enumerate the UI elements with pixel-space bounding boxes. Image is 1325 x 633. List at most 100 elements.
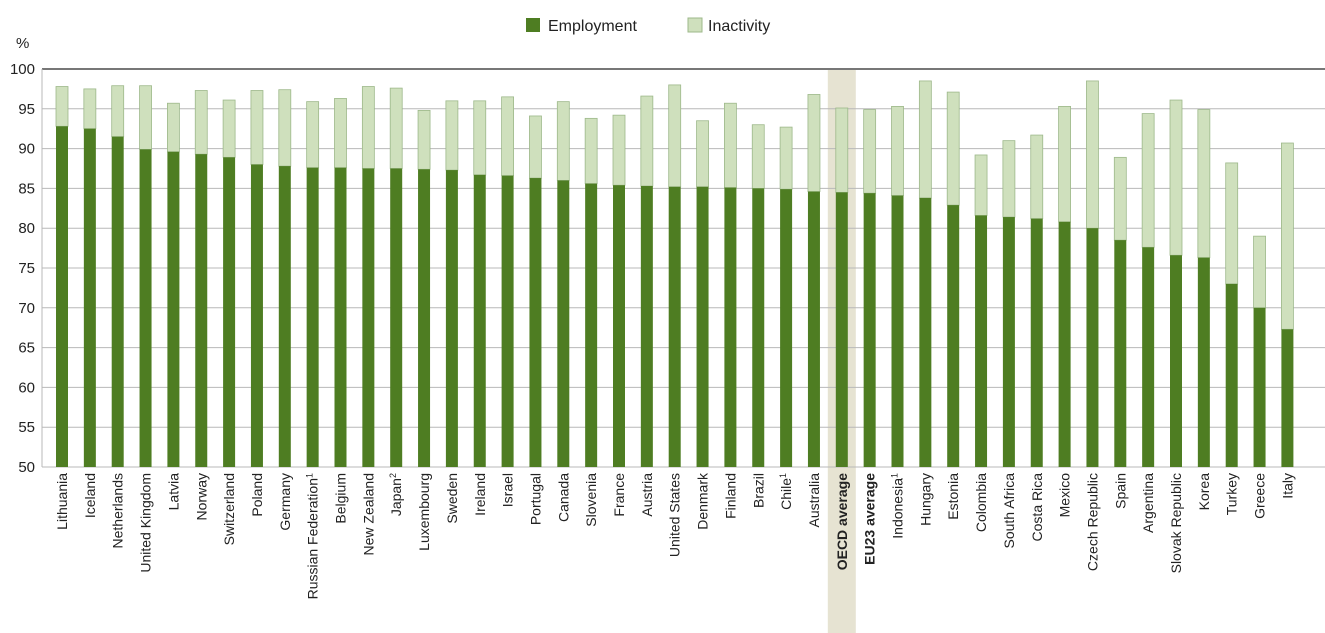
bar-inactivity-new-zealand xyxy=(361,86,375,169)
x-category-label-germany: Germany xyxy=(277,473,293,531)
bar-inactivity-greece xyxy=(1253,235,1266,309)
bar-employment-slovenia xyxy=(585,183,598,467)
bar-inactivity-lithuania xyxy=(55,86,69,127)
x-category-label-portugal: Portugal xyxy=(527,473,543,525)
x-category-label-turkey: Turkey xyxy=(1224,473,1240,515)
bar-inactivity-netherlands xyxy=(111,85,125,138)
x-category-label-chile: Chile1 xyxy=(778,473,794,510)
x-category-label-netherlands: Netherlands xyxy=(110,473,126,549)
bar-inactivity-belgium xyxy=(334,98,347,169)
bar-employment-latvia xyxy=(167,151,180,467)
x-category-label-estonia: Estonia xyxy=(945,473,961,520)
y-tick-label: 90 xyxy=(18,141,35,158)
bar-employment-poland xyxy=(250,164,263,467)
bar-employment-lithuania xyxy=(56,126,68,467)
x-category-label-denmark: Denmark xyxy=(695,472,711,530)
bar-employment-turkey xyxy=(1225,283,1238,467)
y-tick-label: 55 xyxy=(18,419,35,436)
bar-inactivity-italy xyxy=(1281,142,1294,330)
bar-employment-austria xyxy=(640,186,653,467)
x-category-label-eu23-average: EU23 average xyxy=(862,473,878,565)
x-category-label-russian-federation: Russian Federation1 xyxy=(305,473,321,599)
bar-employment-germany xyxy=(278,166,291,467)
bar-inactivity-colombia xyxy=(974,154,988,216)
x-category-label-slovak-republic: Slovak Republic xyxy=(1168,473,1184,573)
bar-employment-slovak-republic xyxy=(1170,255,1182,467)
bar-inactivity-ireland xyxy=(473,100,487,176)
bar-inactivity-australia xyxy=(807,94,821,192)
y-tick-label: 85 xyxy=(18,180,35,197)
x-category-label-indonesia: Indonesia1 xyxy=(890,473,906,539)
bar-employment-korea xyxy=(1197,257,1210,467)
x-category-label-belgium: Belgium xyxy=(333,473,349,524)
bar-inactivity-oecd-average xyxy=(835,107,849,193)
bar-employment-spain xyxy=(1114,240,1127,467)
bar-inactivity-south-africa xyxy=(1002,140,1016,218)
x-category-label-colombia: Colombia xyxy=(973,473,989,532)
bar-employment-australia xyxy=(807,191,820,468)
bar-employment-denmark xyxy=(696,186,709,468)
x-axis-labels: Lithuania Iceland Netherlands United Kingdo… xyxy=(54,472,1295,599)
legend-label-employment: Employment xyxy=(548,18,637,35)
x-category-label-japan: Japan2 xyxy=(388,473,404,516)
x-category-superscript: 1 xyxy=(305,473,315,478)
bar-inactivity-united-states xyxy=(668,84,682,188)
x-category-label-iceland: Iceland xyxy=(82,473,98,518)
bars xyxy=(55,80,1294,468)
legend-label-inactivity: Inactivity xyxy=(708,18,770,35)
x-category-label-ireland: Ireland xyxy=(472,473,488,516)
bar-employment-brazil xyxy=(752,188,765,467)
bar-employment-greece xyxy=(1253,307,1266,467)
y-tick-label: 95 xyxy=(18,101,35,118)
x-category-superscript: 1 xyxy=(890,473,900,478)
bar-inactivity-japan xyxy=(389,87,403,169)
x-category-label-switzerland: Switzerland xyxy=(221,473,237,545)
bar-employment-czech-republic xyxy=(1086,228,1099,467)
x-category-label-mexico: Mexico xyxy=(1057,473,1073,518)
bar-inactivity-spain xyxy=(1113,156,1127,241)
bar-inactivity-slovak-republic xyxy=(1169,99,1183,256)
x-category-label-poland: Poland xyxy=(249,473,265,517)
x-category-label-france: France xyxy=(611,473,627,517)
y-tick-label: 65 xyxy=(18,340,35,357)
bar-employment-indonesia xyxy=(891,195,904,467)
x-category-label-israel: Israel xyxy=(500,473,516,507)
x-category-label-sweden: Sweden xyxy=(444,473,460,524)
x-category-label-luxembourg: Luxembourg xyxy=(416,473,432,551)
bar-employment-switzerland xyxy=(223,157,236,467)
x-category-label-united-states: United States xyxy=(667,473,683,557)
bar-inactivity-indonesia xyxy=(891,106,904,196)
bar-employment-norway xyxy=(195,154,208,467)
bar-inactivity-costa-rica xyxy=(1030,134,1044,220)
bar-employment-eu23-average xyxy=(863,193,876,467)
bar-inactivity-estonia xyxy=(946,91,960,206)
bar-inactivity-canada xyxy=(556,101,570,181)
bar-inactivity-mexico xyxy=(1058,106,1071,223)
bar-employment-ireland xyxy=(473,174,486,468)
bar-employment-iceland xyxy=(83,128,96,467)
x-category-label-hungary: Hungary xyxy=(917,473,933,526)
bar-employment-russian-federation xyxy=(306,167,319,468)
bar-employment-luxembourg xyxy=(418,169,431,467)
bar-inactivity-norway xyxy=(194,90,208,155)
bar-employment-japan xyxy=(390,168,403,467)
legend-swatch-inactivity xyxy=(687,17,703,33)
bar-employment-israel xyxy=(501,175,514,467)
bar-employment-france xyxy=(613,185,625,467)
x-category-label-italy: Italy xyxy=(1279,473,1295,499)
legend-swatch-employment xyxy=(526,18,540,32)
x-category-label-new-zealand: New Zealand xyxy=(360,473,376,556)
x-category-label-united-kingdom: United Kingdom xyxy=(138,473,154,573)
x-category-label-south-africa: South Africa xyxy=(1001,473,1017,549)
bar-employment-sweden xyxy=(445,170,458,468)
bar-employment-united-states xyxy=(668,186,681,468)
bar-employment-colombia xyxy=(975,215,988,467)
bar-employment-netherlands xyxy=(111,136,124,467)
bar-inactivity-slovenia xyxy=(584,117,598,185)
bar-inactivity-czech-republic xyxy=(1086,80,1099,229)
bar-employment-hungary xyxy=(919,197,932,467)
bar-inactivity-hungary xyxy=(918,80,932,199)
y-tick-label: 80 xyxy=(18,220,35,237)
